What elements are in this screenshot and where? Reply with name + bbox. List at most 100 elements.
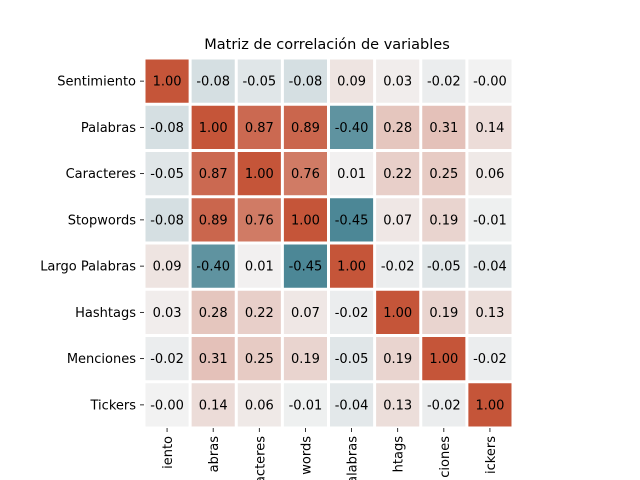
heatmap-cell-7-4 (330, 383, 374, 427)
heatmap-cell-6-5 (376, 337, 420, 381)
x-tick-label-4: alabras (346, 436, 361, 480)
heatmap-cell-label-7-6: -0.02 (427, 398, 461, 413)
y-tick-label-5: Hashtags (75, 306, 136, 321)
heatmap-cell-label-4-1: -0.40 (196, 260, 230, 275)
x-tick-label-1: abras (207, 436, 222, 473)
heatmap-cell-label-2-6: 0.25 (429, 167, 458, 182)
heatmap-cell-1-2 (237, 105, 281, 149)
heatmap-cell-label-4-4: 1.00 (337, 260, 366, 275)
heatmap-cell-3-2 (237, 198, 281, 242)
heatmap-cell-label-1-1: 1.00 (199, 121, 228, 136)
heatmap-cell-1-4 (330, 105, 374, 149)
heatmap-cell-7-3 (283, 383, 327, 427)
heatmap-cell-0-2 (237, 59, 281, 103)
x-tick-label-2: acteres (253, 436, 268, 480)
heatmap-cell-3-7 (468, 198, 512, 242)
heatmap-cell-label-2-2: 1.00 (245, 167, 274, 182)
heatmap-cell-5-6 (422, 290, 466, 334)
heatmap-cell-label-1-0: -0.08 (150, 121, 184, 136)
heatmap-cell-1-7 (468, 105, 512, 149)
heatmap-cell-6-0 (145, 337, 189, 381)
heatmap-cell-label-4-7: -0.04 (473, 260, 507, 275)
heatmap-cell-5-0 (145, 290, 189, 334)
heatmap-cell-2-6 (422, 152, 466, 196)
heatmap-cell-label-3-0: -0.08 (150, 213, 184, 228)
heatmap-cell-label-2-1: 0.87 (199, 167, 228, 182)
heatmap-cell-5-3 (283, 290, 327, 334)
heatmap-cell-7-7 (468, 383, 512, 427)
heatmap-cell-6-3 (283, 337, 327, 381)
heatmap-cell-2-2 (237, 152, 281, 196)
heatmap-cell-label-6-5: 0.19 (383, 352, 412, 367)
x-tick-label-6: ciones (438, 436, 453, 478)
heatmap-cell-label-5-5: 1.00 (383, 306, 412, 321)
x-tick-label-3: words (299, 436, 314, 475)
heatmap-cell-label-0-5: 0.03 (383, 75, 412, 90)
heatmap-cell-label-6-2: 0.25 (245, 352, 274, 367)
heatmap-cell-label-2-3: 0.76 (291, 167, 320, 182)
heatmap-cell-label-5-6: 0.19 (429, 306, 458, 321)
heatmap-cell-label-3-2: 0.76 (245, 213, 274, 228)
x-tick-label-5: htags (392, 436, 407, 473)
heatmap-cell-label-6-1: 0.31 (199, 352, 228, 367)
heatmap-cell-7-5 (376, 383, 420, 427)
heatmap-cell-6-4 (330, 337, 374, 381)
heatmap-cell-label-6-6: 1.00 (429, 352, 458, 367)
heatmap-cell-label-6-3: 0.19 (291, 352, 320, 367)
heatmap-cell-label-7-1: 0.14 (199, 398, 228, 413)
heatmap-cell-5-5 (376, 290, 420, 334)
heatmap-cell-4-2 (237, 244, 281, 288)
heatmap-cell-label-5-4: -0.02 (335, 306, 369, 321)
heatmap-cell-label-4-2: 0.01 (245, 260, 274, 275)
heatmap-cell-label-3-1: 0.89 (199, 213, 228, 228)
heatmap-cell-label-1-6: 0.31 (429, 121, 458, 136)
heatmap-cell-label-7-3: -0.01 (289, 398, 323, 413)
heatmap-cell-7-6 (422, 383, 466, 427)
heatmap-cell-label-5-2: 0.22 (245, 306, 274, 321)
heatmap-cell-label-6-7: -0.02 (473, 352, 507, 367)
heatmap-cell-label-6-0: -0.02 (150, 352, 184, 367)
heatmap-cell-0-4 (330, 59, 374, 103)
heatmap-cell-2-0 (145, 152, 189, 196)
heatmap-cell-label-7-0: -0.00 (150, 398, 184, 413)
heatmap-cell-label-3-3: 1.00 (291, 213, 320, 228)
x-axis: iento abras acteres words alabras htags ciones… (161, 428, 499, 480)
heatmap-cell-label-0-4: 0.09 (337, 75, 366, 90)
heatmap-cell-0-0 (145, 59, 189, 103)
heatmap-cell-label-2-5: 0.22 (383, 167, 412, 182)
heatmap-cell-3-3 (283, 198, 327, 242)
heatmap-cell-label-2-0: -0.05 (150, 167, 184, 182)
heatmap-cell-label-4-0: 0.09 (153, 260, 182, 275)
y-tick-label-7: Tickers (90, 398, 137, 413)
y-tick-label-1: Palabras (81, 121, 136, 136)
y-axis: Sentimiento Palabras Caracteres Stopwords La… (40, 75, 144, 413)
heatmap-cell-4-4 (330, 244, 374, 288)
heatmap-cell-0-6 (422, 59, 466, 103)
heatmap-cell-label-0-6: -0.02 (427, 75, 461, 90)
heatmap-cell-1-1 (191, 105, 235, 149)
heatmap-cell-label-5-3: 0.07 (291, 306, 320, 321)
heatmap-cell-label-1-3: 0.89 (291, 121, 320, 136)
heatmap-cell-5-1 (191, 290, 235, 334)
heatmap-cell-label-0-0: 1.00 (153, 75, 182, 90)
heatmap-cell-label-1-5: 0.28 (383, 121, 412, 136)
heatmap-cell-0-1 (191, 59, 235, 103)
heatmap-cell-4-6 (422, 244, 466, 288)
heatmap-cell-label-1-2: 0.87 (245, 121, 274, 136)
heatmap-cell-label-7-4: -0.04 (335, 398, 369, 413)
heatmap-cell-label-5-1: 0.28 (199, 306, 228, 321)
heatmap-cell-7-2 (237, 383, 281, 427)
y-tick-label-4: Largo Palabras (40, 260, 136, 275)
heatmap-cell-label-2-4: 0.01 (337, 167, 366, 182)
heatmap-cell-0-7 (468, 59, 512, 103)
heatmap-cell-2-3 (283, 152, 327, 196)
heatmap-cell-3-0 (145, 198, 189, 242)
heatmap-cell-label-5-0: 0.03 (153, 306, 182, 321)
heatmap-cell-3-5 (376, 198, 420, 242)
heatmap-cell-label-3-4: -0.45 (335, 213, 369, 228)
heatmap-cell-4-1 (191, 244, 235, 288)
heatmap-cell-6-2 (237, 337, 281, 381)
chart-title: Matriz de correlación de variables (204, 37, 450, 53)
heatmap-cell-label-7-5: 0.13 (383, 398, 412, 413)
